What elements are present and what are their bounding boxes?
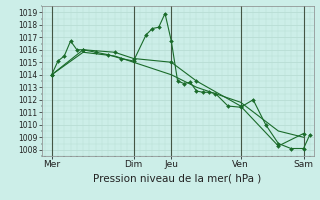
X-axis label: Pression niveau de la mer( hPa ): Pression niveau de la mer( hPa ) (93, 173, 262, 183)
